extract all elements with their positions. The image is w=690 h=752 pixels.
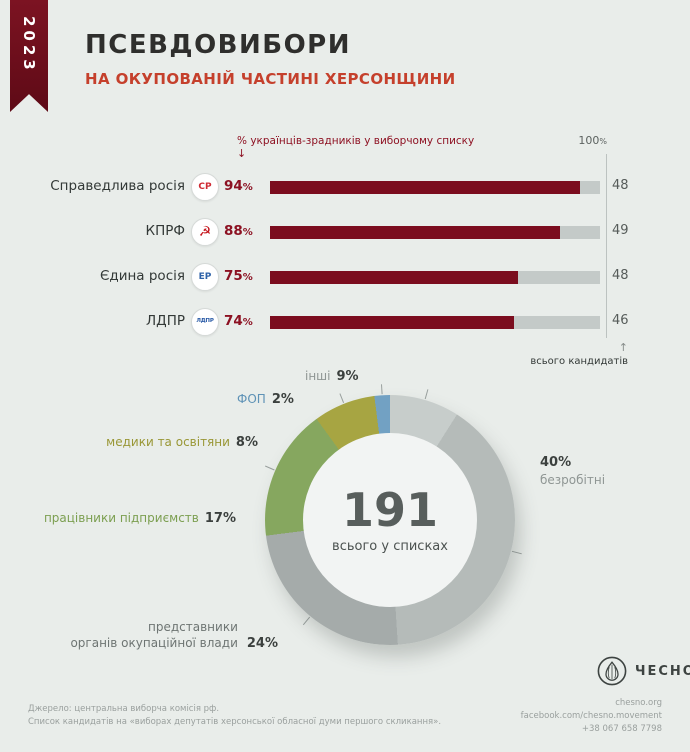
candidates-total: 46	[612, 313, 629, 328]
totals-axis-note: ↑ всього кандидатів	[470, 340, 628, 369]
source-line-2: Список кандидатів на «виборах депутатів …	[28, 717, 442, 728]
page-subtitle: НА ОКУПОВАНІЙ ЧАСТИНІ ХЕРСОНЩИНИ	[85, 70, 456, 88]
chesno-brand: ЧЕСНО	[596, 655, 690, 687]
bar-row: КПРФ ☭ 88% 49	[0, 217, 690, 247]
donut-label-medics: медики та освітяни 8%	[106, 435, 258, 450]
donut-center-value: 191	[341, 482, 439, 537]
facebook-link: facebook.com/chesno.movement	[520, 710, 662, 721]
year-label: 2023	[20, 16, 38, 74]
donut-center-label: всього у списках	[332, 538, 448, 554]
phone-number: +38 067 658 7798	[581, 723, 662, 734]
candidates-total: 48	[612, 268, 629, 283]
candidates-total: 49	[612, 223, 629, 238]
chesno-logo-icon	[597, 656, 627, 686]
donut-label-fop: ФОП 2%	[237, 392, 294, 407]
party-logo-ldpr-icon: ЛДПР	[191, 308, 219, 336]
party-percent: 75%	[224, 268, 253, 284]
party-name: Єдина росія	[99, 268, 185, 284]
bar-track	[270, 316, 600, 329]
source-note: Джерело: центральна виборча комісія рф. …	[28, 703, 441, 729]
brand-name: ЧЕСНО	[635, 663, 690, 679]
donut-chart: 191 всього у списках	[265, 395, 515, 645]
candidates-total: 48	[612, 178, 629, 193]
bar-track	[270, 181, 600, 194]
donut-center: 191 всього у списках	[303, 433, 477, 607]
website-link: chesno.org	[615, 698, 662, 708]
bar-fill	[270, 226, 561, 239]
donut-ticks	[265, 384, 522, 626]
party-percent: 74%	[224, 313, 253, 329]
party-logo-kprf-icon: ☭	[191, 218, 219, 246]
axis-line	[606, 154, 607, 338]
donut-label-workers: працівники підприємств 17%	[43, 511, 236, 526]
bar-track	[270, 271, 600, 284]
contact-block: chesno.org facebook.com/chesno.movement …	[430, 697, 662, 735]
axis-max-label: 100%	[578, 134, 607, 147]
bar-fill	[270, 271, 518, 284]
page-title: ПСЕВДОВИБОРИ	[85, 30, 351, 60]
year-ribbon: 2023	[10, 0, 48, 112]
donut-label-unemployed: 40% безробітні	[540, 455, 606, 487]
bar-chart-title: % українців-зрадників у виборчому списку	[237, 135, 475, 147]
donut-label-other: інші 9%	[305, 369, 359, 384]
bar-row: Справедлива росія СР 94% 48	[0, 172, 690, 202]
party-percent: 88%	[224, 223, 253, 239]
arrow-down-icon: ↓	[237, 147, 247, 160]
party-name: КПРФ	[145, 223, 186, 239]
party-percent: 94%	[224, 178, 253, 194]
party-logo-sr-icon: СР	[191, 173, 219, 201]
bar-row: Єдина росія ЕР 75% 48	[0, 262, 690, 292]
party-name: ЛДПР	[146, 313, 185, 329]
bar-fill	[270, 316, 515, 329]
arrow-up-icon: ↑	[618, 341, 628, 354]
bar-row: ЛДПР ЛДПР 74% 46	[0, 307, 690, 337]
bar-fill	[270, 181, 581, 194]
totals-axis-label: всього кандидатів	[530, 356, 628, 368]
donut-label-occupation-officials: представники органів окупаційної влади 2…	[70, 620, 278, 652]
source-line-1: Джерело: центральна виборча комісія рф.	[28, 704, 220, 714]
bar-track	[270, 226, 600, 239]
party-logo-er-icon: ЕР	[191, 263, 219, 291]
party-name: Справедлива росія	[50, 178, 185, 194]
